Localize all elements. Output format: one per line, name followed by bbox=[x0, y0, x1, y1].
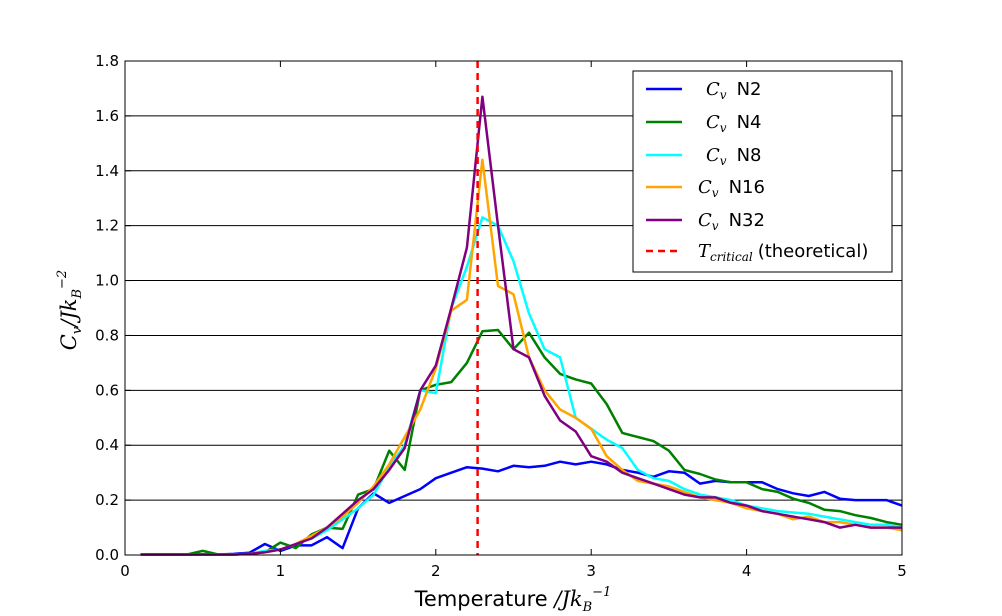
y-tick-label: 0.2 bbox=[95, 491, 119, 509]
y-tick-label: 1.2 bbox=[95, 217, 119, 235]
legend-label-n2: Cv N2 bbox=[706, 79, 761, 102]
legend-box bbox=[632, 70, 893, 273]
legend-label-critical: Tcritical (theoretical) bbox=[698, 241, 868, 264]
x-tick-label: 1 bbox=[276, 562, 286, 580]
x-tick-label: 2 bbox=[431, 562, 441, 580]
series-line-n2 bbox=[140, 460, 903, 556]
series-line-n4 bbox=[140, 328, 903, 556]
y-tick-label: 0.6 bbox=[95, 381, 119, 399]
x-tick-label: 5 bbox=[897, 562, 907, 580]
legend-label-n8: Cv N8 bbox=[706, 145, 761, 168]
plot-frame bbox=[124, 60, 903, 556]
x-tick-label: 3 bbox=[586, 562, 596, 580]
legend: Cv N2 Cv N4 Cv N8 Cv N16 Cv N32 Tcritical (the… bbox=[632, 70, 893, 273]
y-tick-label: 1.6 bbox=[95, 107, 119, 125]
legend-label-n4: Cv N4 bbox=[706, 112, 761, 135]
x-axis-title: Temperature /JkB−1 bbox=[414, 585, 612, 615]
y-tick-label: 1.0 bbox=[95, 272, 119, 290]
axis-ticks: 0 1 2 3 4 5 0.0 0.2 0.4 0.6 0.8 1.0 1.2 1.4 1.6 1.8 bbox=[95, 52, 907, 580]
legend-label-n16: Cv N16 bbox=[698, 177, 765, 200]
y-tick-label: 1.4 bbox=[95, 162, 119, 180]
series-lines bbox=[140, 95, 903, 556]
x-tick-label: 4 bbox=[742, 562, 752, 580]
y-tick-label: 0.4 bbox=[95, 436, 119, 454]
series-line-n32 bbox=[140, 95, 902, 556]
y-tick-label: 0.8 bbox=[95, 326, 119, 344]
x-tick-label: 0 bbox=[120, 562, 130, 580]
y-tick-label: 1.8 bbox=[95, 52, 119, 70]
legend-label-n32: Cv N32 bbox=[698, 210, 765, 233]
y-tick-label: 0.0 bbox=[95, 546, 119, 564]
y-axis-title: Cv/JkB−2 bbox=[55, 270, 85, 350]
